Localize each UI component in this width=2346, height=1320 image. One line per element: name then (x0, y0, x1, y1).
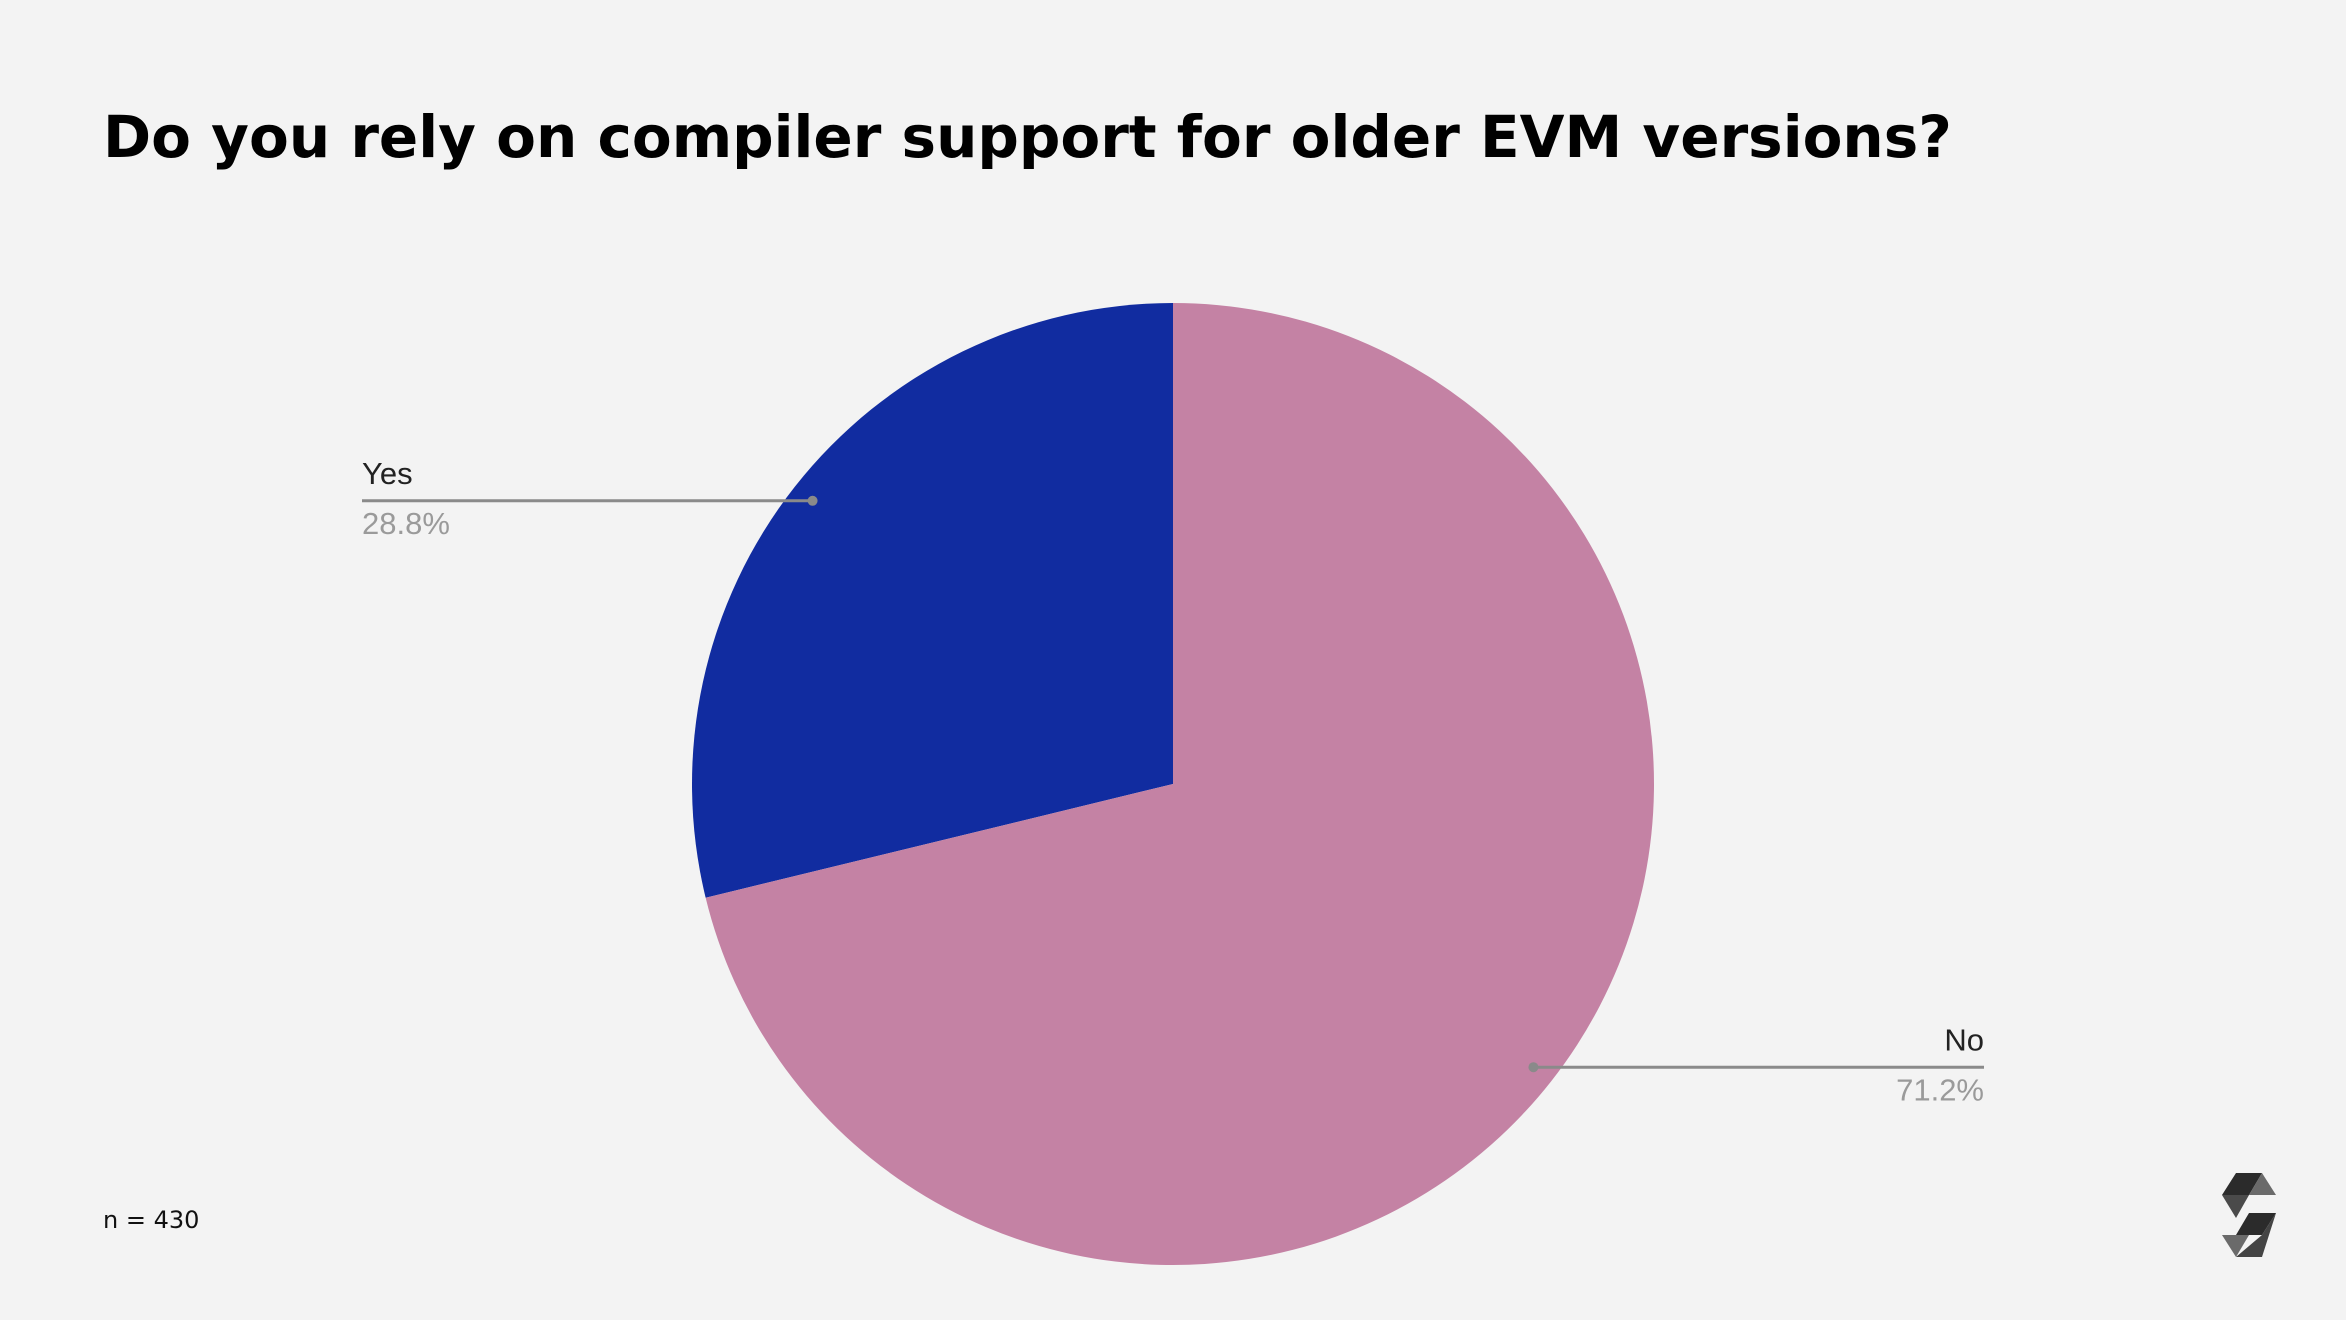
slice-label: Yes (362, 456, 413, 491)
pie-slice (692, 303, 1173, 898)
sample-size: n = 430 (103, 1206, 199, 1234)
slice-value-label: 28.8% (362, 506, 450, 541)
chart-title: Do you rely on compiler support for olde… (103, 103, 1952, 171)
leader-dot (807, 495, 818, 506)
logo (2222, 1173, 2276, 1257)
slice-value-label: 71.2% (1896, 1072, 1984, 1107)
leader-dot (1528, 1062, 1539, 1073)
pie-slice (705, 303, 1654, 1265)
slice-label: No (1944, 1022, 1984, 1057)
